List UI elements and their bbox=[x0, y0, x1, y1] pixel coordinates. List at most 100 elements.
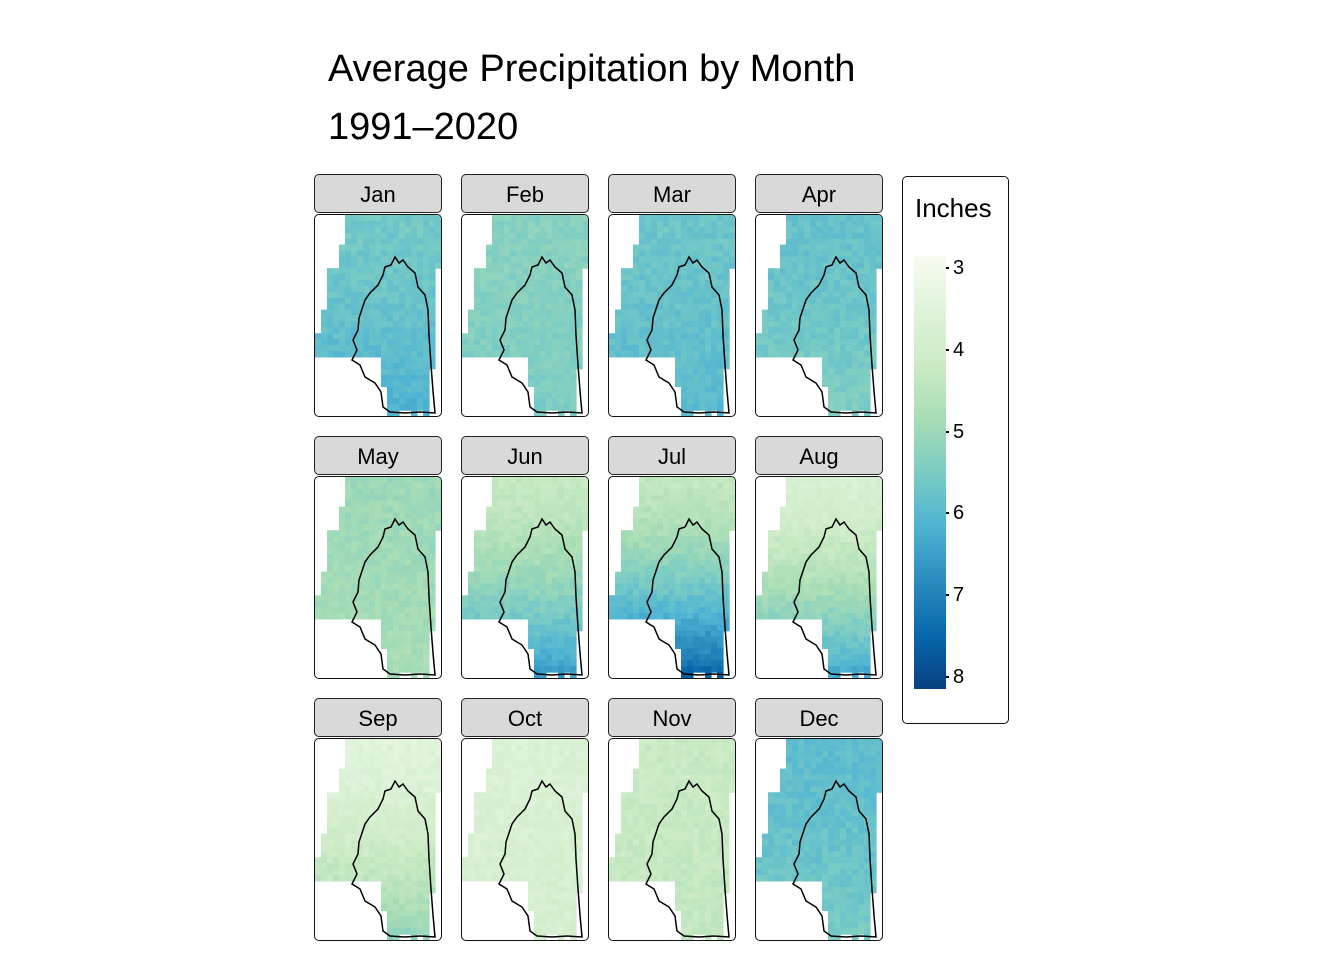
raster-cell bbox=[693, 297, 700, 305]
raster-cell bbox=[699, 518, 706, 525]
raster-cell bbox=[576, 356, 583, 364]
raster-cell bbox=[369, 589, 376, 596]
raster-cell bbox=[534, 762, 541, 770]
raster-cell bbox=[663, 542, 670, 549]
raster-cell bbox=[822, 309, 829, 317]
raster-cell bbox=[381, 291, 388, 299]
raster-cell bbox=[468, 595, 475, 602]
raster-cell bbox=[339, 553, 346, 561]
raster-cell bbox=[840, 232, 847, 240]
raster-cell bbox=[333, 559, 340, 567]
raster-cell bbox=[387, 512, 394, 519]
raster-cell bbox=[363, 542, 370, 549]
raster-cell bbox=[357, 303, 364, 311]
raster-cell bbox=[393, 583, 400, 590]
raster-cell bbox=[528, 739, 535, 746]
raster-cell bbox=[564, 654, 571, 661]
raster-cell bbox=[492, 333, 499, 340]
raster-cell bbox=[858, 280, 865, 287]
raster-cell bbox=[858, 321, 865, 328]
raster-cell bbox=[417, 833, 424, 841]
raster-cell bbox=[387, 618, 394, 626]
raster-cell bbox=[723, 256, 730, 263]
raster-cell bbox=[405, 280, 412, 287]
raster-cell bbox=[864, 392, 871, 399]
raster-cell bbox=[327, 333, 334, 340]
raster-cell bbox=[375, 601, 382, 608]
raster-cell bbox=[480, 583, 487, 590]
raster-cell bbox=[651, 536, 658, 543]
raster-cell bbox=[528, 327, 535, 334]
raster-cell bbox=[411, 553, 418, 561]
raster-cell bbox=[345, 565, 352, 573]
raster-cell bbox=[339, 345, 346, 352]
raster-cell bbox=[486, 839, 493, 847]
raster-cell bbox=[675, 565, 682, 573]
raster-cell bbox=[846, 386, 853, 393]
raster-cell bbox=[546, 524, 553, 531]
raster-cell bbox=[369, 262, 376, 269]
raster-cell bbox=[846, 518, 853, 525]
raster-cell bbox=[474, 601, 481, 608]
raster-cell bbox=[705, 274, 712, 281]
raster-cell bbox=[834, 618, 841, 626]
raster-cell bbox=[846, 380, 853, 388]
raster-cell bbox=[393, 660, 400, 667]
raster-cell bbox=[711, 618, 718, 626]
raster-cell bbox=[705, 291, 712, 299]
raster-cell bbox=[339, 536, 346, 543]
raster-cell bbox=[516, 744, 523, 752]
raster-cell bbox=[681, 374, 688, 382]
raster-cell bbox=[846, 601, 853, 608]
raster-cell bbox=[786, 612, 793, 620]
raster-cell bbox=[681, 630, 688, 638]
raster-cell bbox=[834, 309, 841, 317]
raster-cell bbox=[504, 297, 511, 305]
raster-cell bbox=[546, 404, 553, 411]
raster-cell bbox=[534, 309, 541, 317]
raster-cell bbox=[399, 874, 406, 882]
raster-cell bbox=[417, 309, 424, 317]
raster-cell bbox=[474, 345, 481, 352]
raster-cell bbox=[486, 321, 493, 328]
raster-cell bbox=[417, 339, 424, 346]
raster-cell bbox=[486, 327, 493, 334]
facet-map-panel bbox=[314, 476, 442, 679]
raster-cell bbox=[492, 530, 499, 537]
raster-cell bbox=[405, 512, 412, 519]
raster-cell bbox=[423, 380, 430, 388]
raster-cell bbox=[381, 898, 388, 906]
raster-cell bbox=[693, 215, 700, 222]
raster-cell bbox=[552, 291, 559, 299]
raster-cell bbox=[834, 595, 841, 602]
raster-cell bbox=[492, 583, 499, 590]
raster-cell bbox=[516, 477, 523, 484]
raster-cell bbox=[405, 739, 412, 746]
raster-cell bbox=[852, 612, 859, 620]
raster-cell bbox=[492, 762, 499, 770]
raster-cell bbox=[645, 215, 652, 222]
raster-cell bbox=[387, 250, 394, 257]
raster-cell bbox=[381, 851, 388, 858]
raster-cell bbox=[321, 333, 328, 340]
raster-cell bbox=[570, 488, 577, 496]
raster-cell bbox=[756, 607, 763, 614]
raster-cell bbox=[375, 874, 382, 882]
raster-cell bbox=[834, 553, 841, 561]
raster-cell bbox=[351, 756, 358, 764]
raster-cell bbox=[540, 762, 547, 770]
raster-cell bbox=[681, 232, 688, 240]
raster-cell bbox=[576, 232, 583, 240]
raster-cell bbox=[558, 565, 565, 573]
raster-cell bbox=[381, 542, 388, 549]
raster-cell bbox=[798, 612, 805, 620]
raster-cell bbox=[339, 869, 346, 876]
raster-cell bbox=[345, 506, 352, 514]
raster-cell bbox=[858, 362, 865, 370]
raster-cell bbox=[645, 345, 652, 352]
raster-cell bbox=[681, 636, 688, 644]
raster-cell bbox=[399, 244, 406, 252]
raster-cell bbox=[552, 380, 559, 388]
raster-cell bbox=[381, 374, 388, 382]
raster-cell bbox=[423, 583, 430, 590]
